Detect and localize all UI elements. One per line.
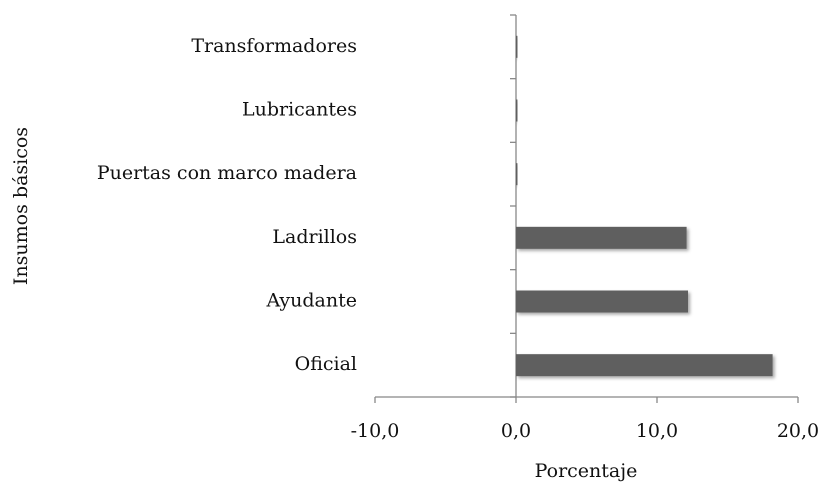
x-tick-label: 0,0 bbox=[501, 420, 531, 442]
x-tick-label: 10,0 bbox=[636, 420, 678, 442]
bar bbox=[516, 226, 687, 249]
y-tick-label: Lubricantes bbox=[242, 99, 357, 121]
y-tick-label: Puertas con marco madera bbox=[97, 162, 357, 184]
bar bbox=[516, 290, 689, 313]
y-axis-title: Insumos básicos bbox=[10, 127, 32, 285]
y-tick-label: Transformadores bbox=[191, 35, 357, 57]
bar bbox=[516, 354, 773, 377]
bar bbox=[516, 99, 518, 122]
y-tick-label: Ladrillos bbox=[272, 226, 357, 248]
y-tick-label: Ayudante bbox=[265, 290, 357, 312]
x-tick-label: 20,0 bbox=[777, 420, 819, 442]
bar bbox=[516, 35, 518, 58]
y-tick-label: Oficial bbox=[295, 353, 357, 375]
bar bbox=[516, 163, 518, 186]
x-tick-label: -10,0 bbox=[351, 420, 400, 442]
x-axis-title: Porcentaje bbox=[535, 460, 638, 482]
